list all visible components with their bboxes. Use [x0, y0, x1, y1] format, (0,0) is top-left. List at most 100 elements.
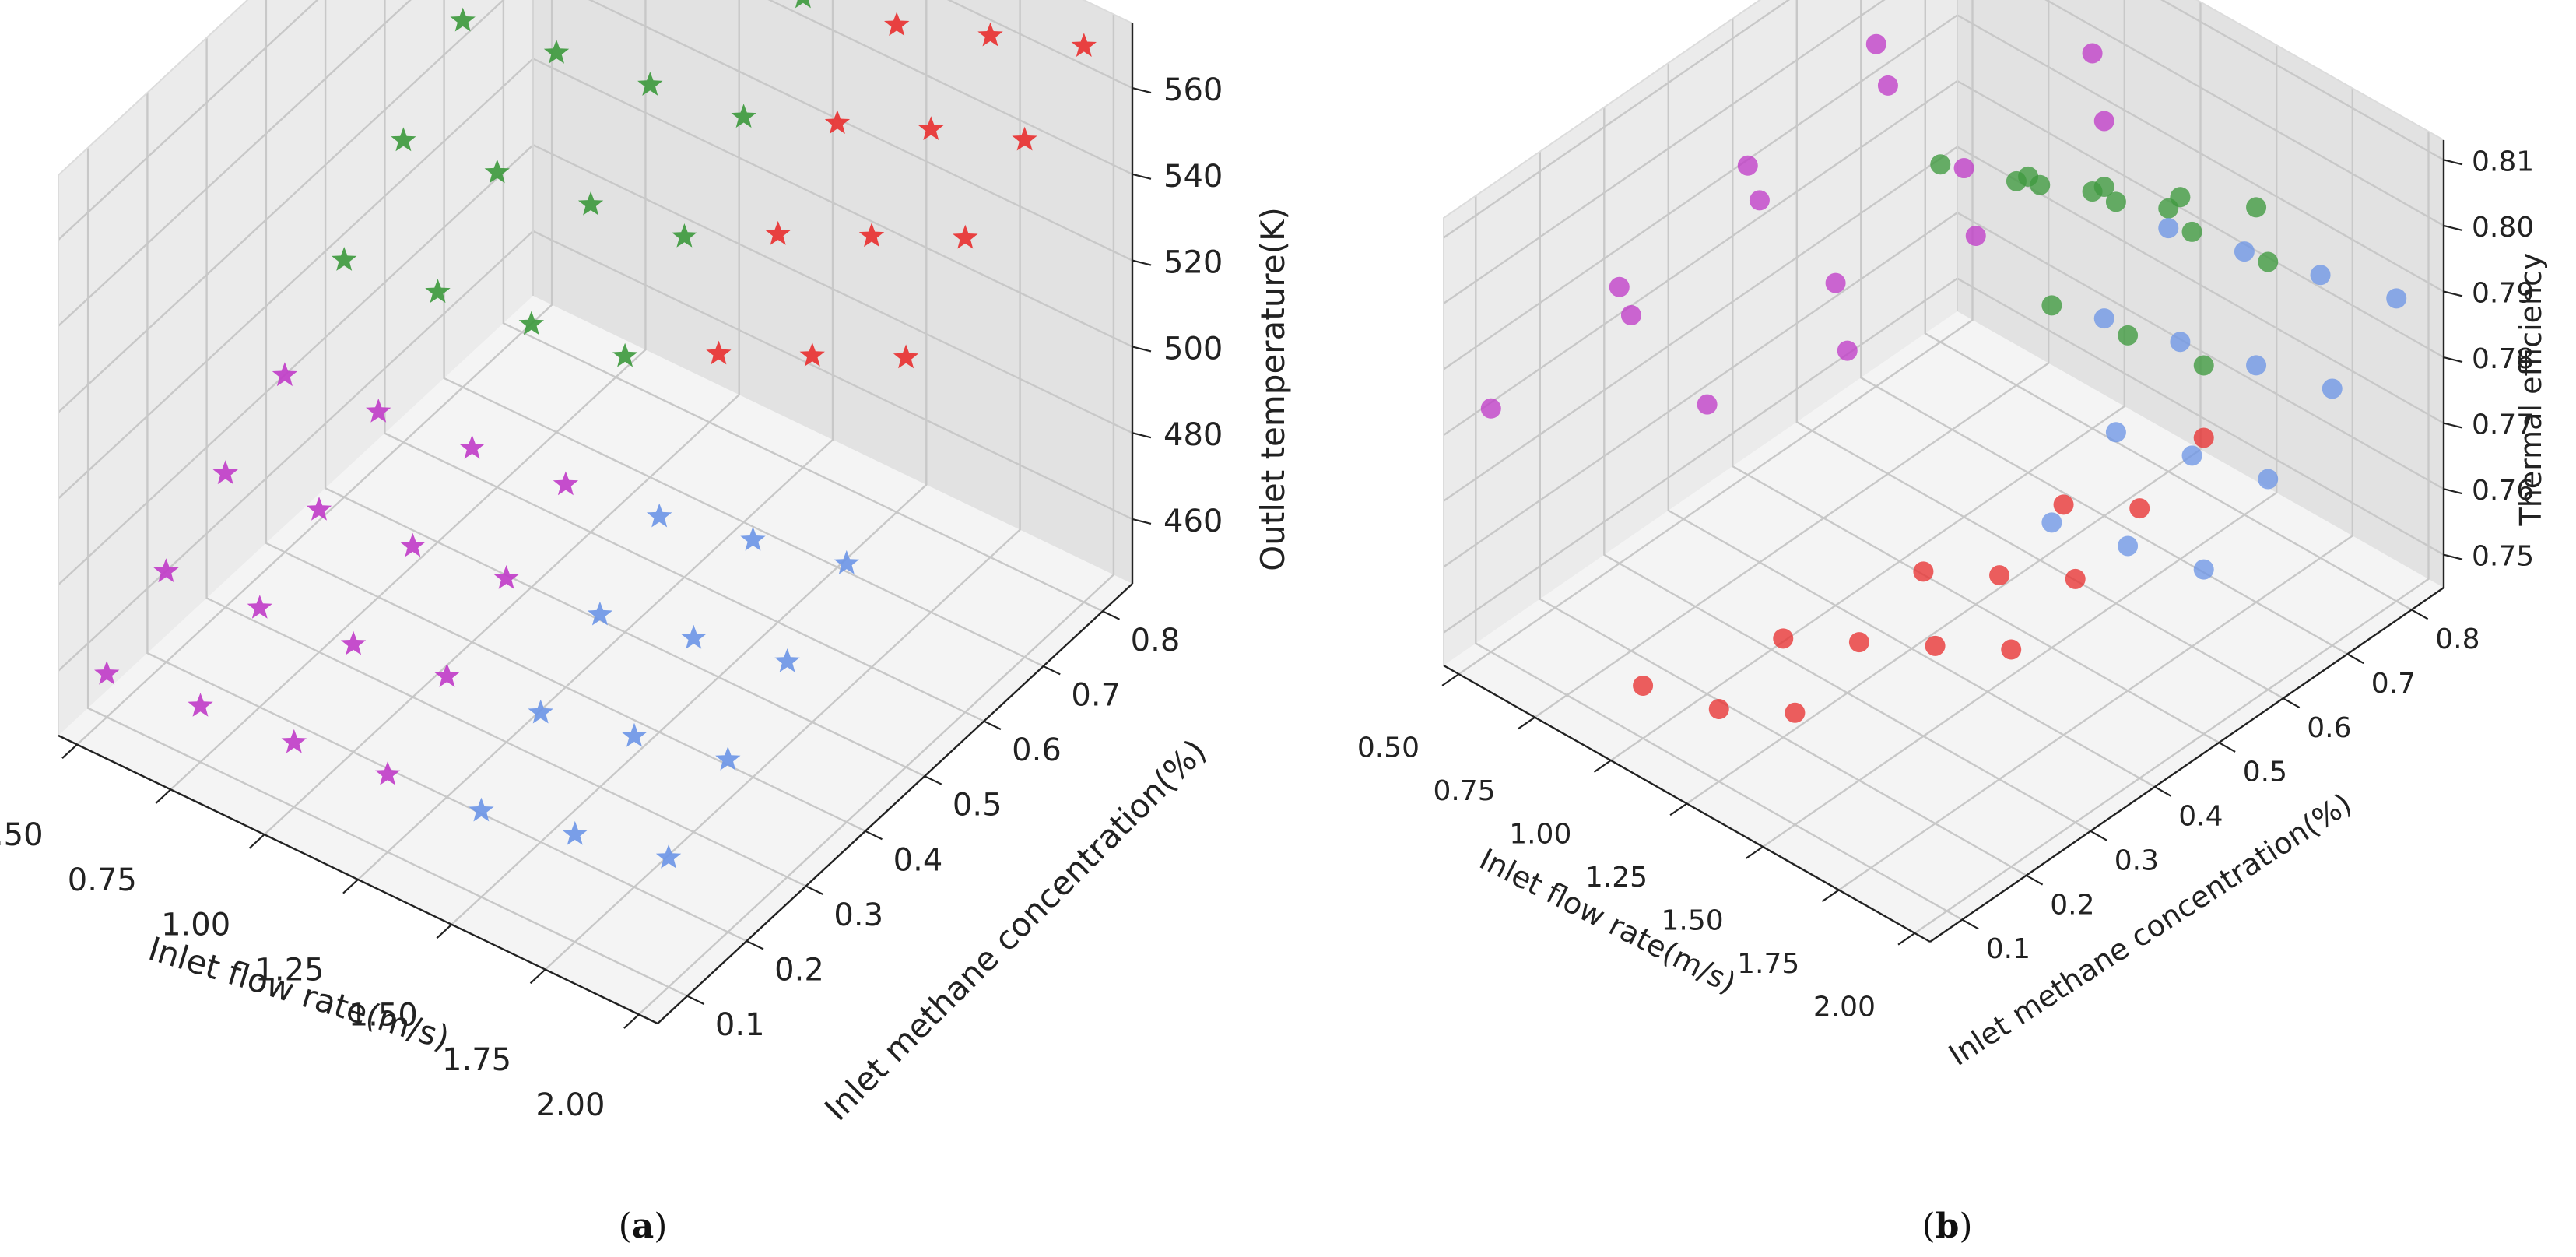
- panel-b-point-magenta: [1865, 33, 1886, 54]
- panel-b-x-tick: [1746, 846, 1764, 859]
- panel-a-caption: (a): [619, 1206, 668, 1246]
- panel-b-y-tick-label: 0.5: [2243, 757, 2287, 788]
- panel-b-point-red: [1848, 632, 1869, 653]
- panel-b-point-red: [1989, 565, 2010, 586]
- panel-b-gridline-y: [1667, 62, 2156, 788]
- panel-b-point-magenta: [1877, 75, 1898, 96]
- panel-b-z-tick-label: 0.76: [2472, 475, 2534, 507]
- panel-a-point-red: [918, 116, 944, 140]
- panel-a-point-magenta: [366, 399, 391, 423]
- panel-b-point-green: [2246, 197, 2267, 218]
- panel-a-z-tick-label: 480: [1163, 417, 1223, 453]
- panel-a-point-magenta: [340, 630, 367, 655]
- panel-b-y-tick-label: 0.8: [2435, 623, 2479, 655]
- panel-b-y-tick: [2346, 653, 2364, 665]
- panel-a-gridline-y: [146, 93, 747, 943]
- panel-b-point-magenta: [1609, 276, 1630, 297]
- panel-b-caption-letter: b: [1936, 1206, 1960, 1246]
- panel-b-y-tick: [2154, 785, 2172, 797]
- panel-b-y-tick: [2090, 830, 2107, 841]
- panel-a-z-tick: [1132, 173, 1152, 180]
- panel-a-y-tick-label: 0.6: [1012, 732, 1062, 768]
- panel-a-y-tick: [983, 720, 1002, 730]
- panel-b-point-blue: [2246, 355, 2267, 376]
- panel-a-y-tick-label: 0.8: [1131, 623, 1181, 658]
- panel-a-point-blue: [562, 820, 588, 845]
- panel-b-x-tick: [1441, 673, 1460, 686]
- panel-b-point-blue: [2181, 445, 2202, 466]
- panel-a-gridline-x: [451, 0, 928, 925]
- panel-b-z-tick-label: 0.75: [2472, 541, 2534, 573]
- panel-b-x-tick: [1593, 760, 1612, 773]
- panel-b-point-magenta: [1953, 158, 1974, 179]
- panel-a-y-tick: [805, 885, 823, 895]
- panel-a-gridline-x: [263, 0, 740, 836]
- panel-a-y-tick-label: 0.4: [893, 842, 943, 878]
- panel-a-point-blue: [715, 746, 741, 771]
- panel-b-y-axis-line: [1929, 587, 2444, 943]
- panel-b-y-tick-label: 0.2: [2050, 889, 2094, 921]
- panel-a-point-blue: [621, 722, 648, 747]
- panel-a-point-blue: [647, 503, 672, 528]
- panel-b-point-red: [1925, 635, 1946, 656]
- panel-a-z-tick-label: 500: [1163, 331, 1223, 367]
- panel-a-y-tick-label: 0.1: [715, 1007, 765, 1043]
- panel-a-point-magenta: [493, 565, 519, 589]
- panel-a-point-magenta: [553, 471, 578, 496]
- panel-b-z-tick-label: 0.81: [2472, 146, 2534, 177]
- panel-a-point-red: [977, 22, 1003, 47]
- panel-b-y-tick-label: 0.1: [1986, 933, 2030, 965]
- panel-b-gridline-y: [1795, 0, 2284, 700]
- panel-a-y-tick: [924, 775, 942, 785]
- panel-b-point-blue: [2310, 265, 2331, 286]
- panel-b-point-green: [2193, 355, 2214, 376]
- panel-b-point-green: [2170, 187, 2191, 208]
- panel-a-point-magenta: [459, 434, 485, 459]
- panel-b-z-tick: [2443, 488, 2463, 495]
- panel-a-y-tick: [1102, 610, 1120, 620]
- panel-a-gridline-x: [357, 0, 834, 880]
- panel-b-y-tick: [2218, 742, 2236, 753]
- panel-a-z-tick: [1132, 87, 1152, 94]
- panel-b-point-blue: [2158, 218, 2179, 239]
- panel-a-y-axis-line: [657, 583, 1133, 1024]
- panel-a-z-tick-label: 520: [1163, 245, 1223, 281]
- panel-a-x-tick: [248, 834, 265, 849]
- panel-b-point-green: [2181, 221, 2202, 242]
- panel-b-point-red: [1913, 561, 1934, 582]
- panel-b-point-blue: [2386, 288, 2407, 309]
- panel-b-point-red: [2065, 568, 2086, 589]
- panel-a-point-red: [1012, 126, 1037, 151]
- panel-a-y-tick: [686, 995, 705, 1006]
- panel-a-point-blue: [774, 648, 800, 672]
- panel-b-x-tick-label: 0.75: [1434, 775, 1496, 807]
- panel-b-y-tick: [2026, 874, 2044, 886]
- panel-b-x-tick-label: 1.25: [1585, 862, 1648, 894]
- panel-b-z-tick: [2443, 290, 2463, 297]
- panel-a-point-blue: [655, 844, 682, 869]
- panel-a-x-tick: [529, 968, 546, 985]
- panel-a-gridline-y: [205, 37, 807, 887]
- panel-a-x-tick: [342, 879, 359, 894]
- panel-a-gridline-y: [324, 0, 925, 778]
- panel-b-x-tick: [1897, 932, 1916, 946]
- panel-b-point-green: [1930, 154, 1951, 175]
- panel-a-chart: 0.50 0.75 1.00 1.25 1.50 1.75 2.00 0.1 0.2 0.3 0.4…: [0, 0, 1292, 1128]
- panel-b-z-tick: [2443, 422, 2463, 429]
- panel-a-x-tick: [623, 1013, 640, 1029]
- panel-a-point-red: [765, 220, 791, 245]
- panel-a-x-axis-label: Inlet flow rate(m/s): [144, 929, 454, 1057]
- panel-b-x-tick-label: 2.00: [1813, 991, 1876, 1023]
- panel-b-x-tick-label: 0.50: [1357, 732, 1420, 764]
- panel-a-caption-letter: a: [632, 1206, 655, 1246]
- panel-b-y-tick: [1961, 918, 1979, 930]
- panel-b-point-green: [2030, 174, 2051, 195]
- panel-a-x-tick: [436, 924, 453, 939]
- panel-b-gridline-x: [1914, 131, 2430, 934]
- panel-b-z-tick: [2443, 224, 2463, 231]
- panel-b-point-green: [2258, 251, 2279, 272]
- panel-b-x-tick: [1821, 889, 1840, 903]
- panel-a-gridline-x: [76, 0, 553, 746]
- panel-a-point-green: [637, 72, 663, 96]
